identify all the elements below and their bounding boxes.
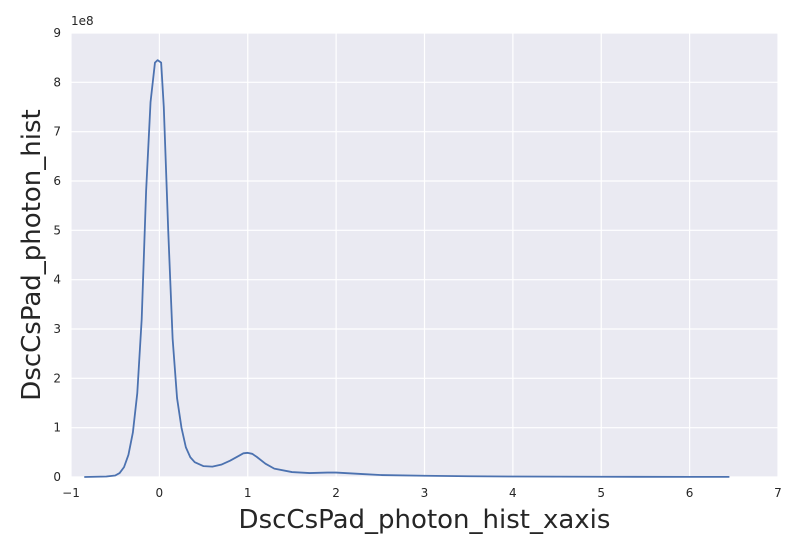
x-tick-label: 5 <box>597 486 605 500</box>
series-line <box>84 59 730 478</box>
y-tick-label: 1 <box>53 421 61 435</box>
y-axis-title: DscCsPad_photon_hist <box>17 109 47 400</box>
x-tick-label: 4 <box>509 486 517 500</box>
y-tick-label: 6 <box>53 174 61 188</box>
y-tick-label: 7 <box>53 125 61 139</box>
x-tick-label: −1 <box>62 486 80 500</box>
x-tick-label: 2 <box>332 486 340 500</box>
x-tick-label: 0 <box>156 486 164 500</box>
series-layer <box>84 59 730 478</box>
x-tick-label: 3 <box>421 486 429 500</box>
y-tick-label: 4 <box>53 273 61 287</box>
y-tick-label: 9 <box>53 26 61 40</box>
y-tick-label: 0 <box>53 470 61 484</box>
x-tick-label: 1 <box>244 486 252 500</box>
y-tick-label: 3 <box>53 322 61 336</box>
x-tick-label: 7 <box>774 486 782 500</box>
y-tick-label: 8 <box>53 75 61 89</box>
x-axis-title: DscCsPad_photon_hist_xaxis <box>239 505 611 535</box>
y-tick-label: 2 <box>53 371 61 385</box>
x-tick-label: 6 <box>686 486 694 500</box>
x-axis-ticks: −1 0 1 2 3 4 5 6 7 <box>62 486 782 500</box>
y-axis-ticks: 0 1 2 3 4 5 6 7 8 9 <box>53 26 61 484</box>
y-tick-label: 5 <box>53 223 61 237</box>
y-axis-offset-label: 1e8 <box>71 14 94 28</box>
